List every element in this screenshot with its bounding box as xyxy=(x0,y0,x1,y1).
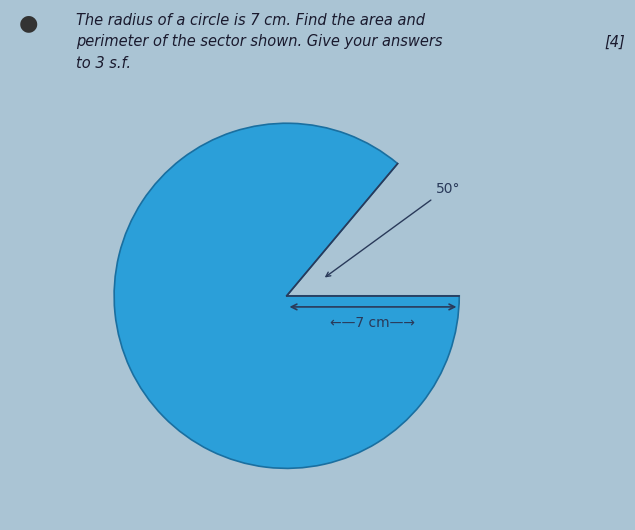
Text: 50°: 50° xyxy=(436,182,460,196)
Text: perimeter of the sector shown. Give your answers: perimeter of the sector shown. Give your… xyxy=(76,34,443,49)
Text: to 3 s.f.: to 3 s.f. xyxy=(76,56,131,70)
Text: ←—7 cm—→: ←—7 cm—→ xyxy=(330,315,415,330)
Wedge shape xyxy=(114,123,459,469)
Text: ●: ● xyxy=(19,13,39,33)
Text: [4]: [4] xyxy=(605,34,625,49)
Text: The radius of a circle is 7 cm. Find the area and: The radius of a circle is 7 cm. Find the… xyxy=(76,13,425,28)
